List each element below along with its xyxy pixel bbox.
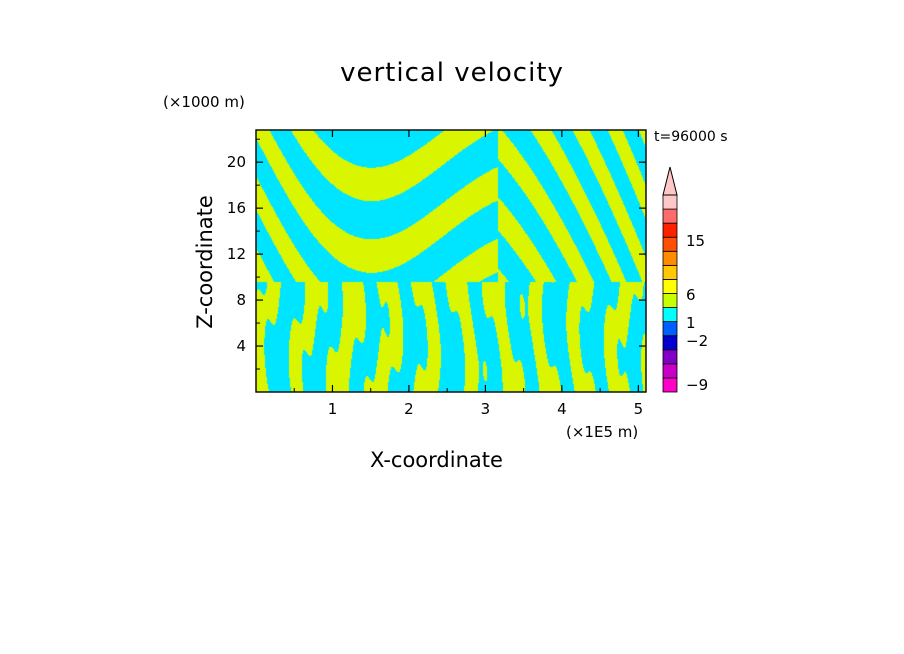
colorbar: 15 6 1−2 −9	[662, 166, 708, 394]
colorbar-segment	[662, 349, 678, 365]
colorbar-segment	[662, 194, 678, 210]
x-axis-unit: (×1E5 m)	[566, 423, 639, 441]
y-tick-label: 4	[236, 337, 246, 355]
z-axis-unit: (×1000 m)	[163, 93, 245, 111]
y-tick-label: 20	[227, 153, 246, 171]
y-tick-label: 8	[236, 291, 246, 309]
colorbar-arrow	[662, 166, 678, 196]
colorbar-label: 1	[686, 314, 696, 332]
y-tick-label: 16	[227, 199, 246, 217]
colorbar-segment	[662, 264, 678, 280]
colorbar-label: 6	[686, 286, 696, 304]
chart-title: vertical velocity	[340, 58, 564, 88]
x-tick-label: 4	[557, 400, 567, 418]
plot-frame	[255, 129, 647, 393]
colorbar-segment	[662, 363, 678, 379]
colorbar-segment	[662, 293, 678, 308]
colorbar-segment	[662, 279, 678, 294]
velocity-field-image	[256, 130, 646, 392]
colorbar-segment	[662, 321, 678, 337]
colorbar-segment	[662, 307, 678, 323]
colorbar-label: −9	[686, 376, 708, 394]
time-label: t=96000 s	[654, 129, 728, 145]
colorbar-segment	[662, 335, 678, 351]
colorbar-segment	[662, 208, 678, 224]
colorbar-segment	[662, 377, 678, 393]
colorbar-segment	[662, 250, 678, 266]
y-tick-label: 12	[227, 245, 246, 263]
x-tick-label: 5	[634, 400, 644, 418]
colorbar-label: −2	[686, 332, 708, 350]
colorbar-segment	[662, 222, 678, 238]
x-tick-label: 2	[404, 400, 414, 418]
x-tick-label: 3	[481, 400, 491, 418]
x-axis-label: X-coordinate	[370, 448, 503, 472]
colorbar-segment	[662, 236, 678, 252]
velocity-field	[256, 130, 646, 392]
colorbar-label: 15	[686, 232, 705, 250]
x-tick-label: 1	[328, 400, 338, 418]
